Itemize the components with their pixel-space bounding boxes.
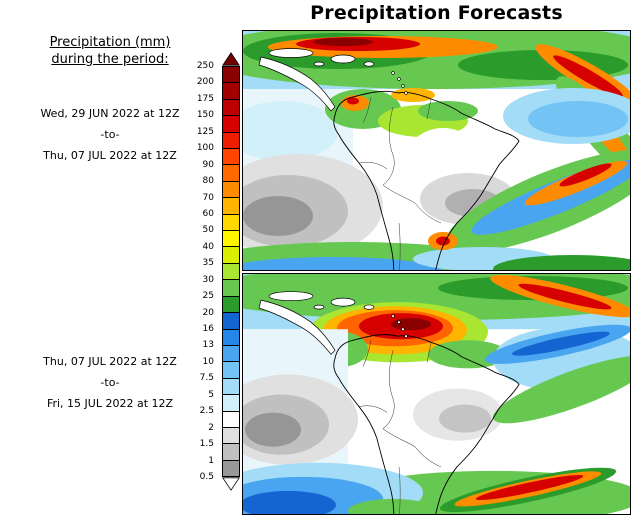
- legend-value: 7.5: [199, 373, 214, 384]
- legend-band: [223, 83, 239, 100]
- legend-value: 30: [202, 274, 214, 285]
- legend-band: [223, 427, 239, 445]
- legend-band: [223, 411, 239, 428]
- legend-band: [223, 116, 239, 133]
- period-2-start-date: Thu, 07 JUL 2022 at 12Z: [43, 355, 177, 368]
- legend-value: 10: [202, 356, 214, 367]
- forecast-period-2: Thu, 07 JUL 2022 at 12Z -to- Fri, 15 JUL…: [0, 351, 220, 414]
- legend-value: 125: [196, 126, 214, 137]
- legend-band: [223, 296, 239, 314]
- legend-band: [223, 247, 239, 264]
- legend-value: 20: [202, 307, 214, 318]
- legend-value: 150: [196, 110, 214, 121]
- period-2-end-date: Fri, 15 JUL 2022 at 12Z: [46, 397, 174, 410]
- legend-value: 13: [202, 340, 214, 351]
- legend-band: [223, 378, 239, 396]
- legend-value: 16: [202, 324, 214, 335]
- legend-band: [223, 444, 239, 461]
- period-1-start-date: Wed, 29 JUN 2022 at 12Z: [40, 107, 180, 120]
- legend-value: 25: [202, 291, 214, 302]
- legend-band: [223, 395, 239, 412]
- legend-band: [223, 214, 239, 232]
- legend-value: 70: [202, 192, 214, 203]
- legend-band: [223, 99, 239, 117]
- page-title: Precipitation Forecasts: [310, 2, 563, 24]
- legend-heading-line2: during the period:: [51, 52, 169, 67]
- legend-down-arrow-icon: [222, 477, 240, 491]
- period-2-separator: -to-: [100, 376, 120, 389]
- legend-band: [223, 329, 239, 346]
- legend-value: 2: [208, 422, 214, 433]
- legend-band: [223, 313, 239, 330]
- legend-band: [223, 181, 239, 199]
- precipitation-map-1: [243, 31, 630, 270]
- legend-band: [223, 165, 239, 182]
- precipitation-map-2: [243, 274, 630, 514]
- legend-value: 1: [208, 455, 214, 466]
- legend-value-labels: 250 200 175 150 125 100 90 80 70 60 50 40 35 30 25 20 16…: [174, 61, 218, 482]
- legend-value: 200: [196, 77, 214, 88]
- legend-value: 35: [202, 258, 214, 269]
- precipitation-map-panel-1: [242, 30, 631, 271]
- legend-band: [223, 132, 239, 150]
- legend-band: [223, 198, 239, 215]
- precipitation-map-panel-2: [242, 273, 631, 515]
- legend-up-arrow-icon: [222, 52, 240, 66]
- legend-value: 5: [208, 389, 214, 400]
- legend-band: [223, 280, 239, 297]
- legend-value: 40: [202, 241, 214, 252]
- period-1-separator: -to-: [100, 128, 120, 141]
- legend-value: 80: [202, 176, 214, 187]
- legend-value: 1.5: [199, 439, 214, 450]
- legend-value: 250: [196, 61, 214, 71]
- legend-band: [223, 149, 239, 166]
- legend-band: [223, 231, 239, 248]
- legend-band: [223, 345, 239, 363]
- legend-band: [223, 460, 239, 477]
- legend-color-bar: [222, 66, 240, 477]
- legend-heading-line1: Precipitation (mm): [49, 35, 171, 50]
- legend-band: [223, 67, 239, 84]
- legend-heading: Precipitation (mm) during the period:: [10, 34, 210, 68]
- legend-value: 2.5: [199, 406, 214, 417]
- legend-value: 50: [202, 225, 214, 236]
- period-1-end-date: Thu, 07 JUL 2022 at 12Z: [43, 149, 177, 162]
- forecast-period-1: Wed, 29 JUN 2022 at 12Z -to- Thu, 07 JUL…: [0, 103, 220, 166]
- legend-value: 90: [202, 159, 214, 170]
- legend-value: 175: [196, 93, 214, 104]
- legend-value: 0.5: [199, 472, 214, 482]
- legend-value: 100: [196, 143, 214, 154]
- legend-band: [223, 362, 239, 379]
- legend-band: [223, 263, 239, 281]
- legend-value: 60: [202, 208, 214, 219]
